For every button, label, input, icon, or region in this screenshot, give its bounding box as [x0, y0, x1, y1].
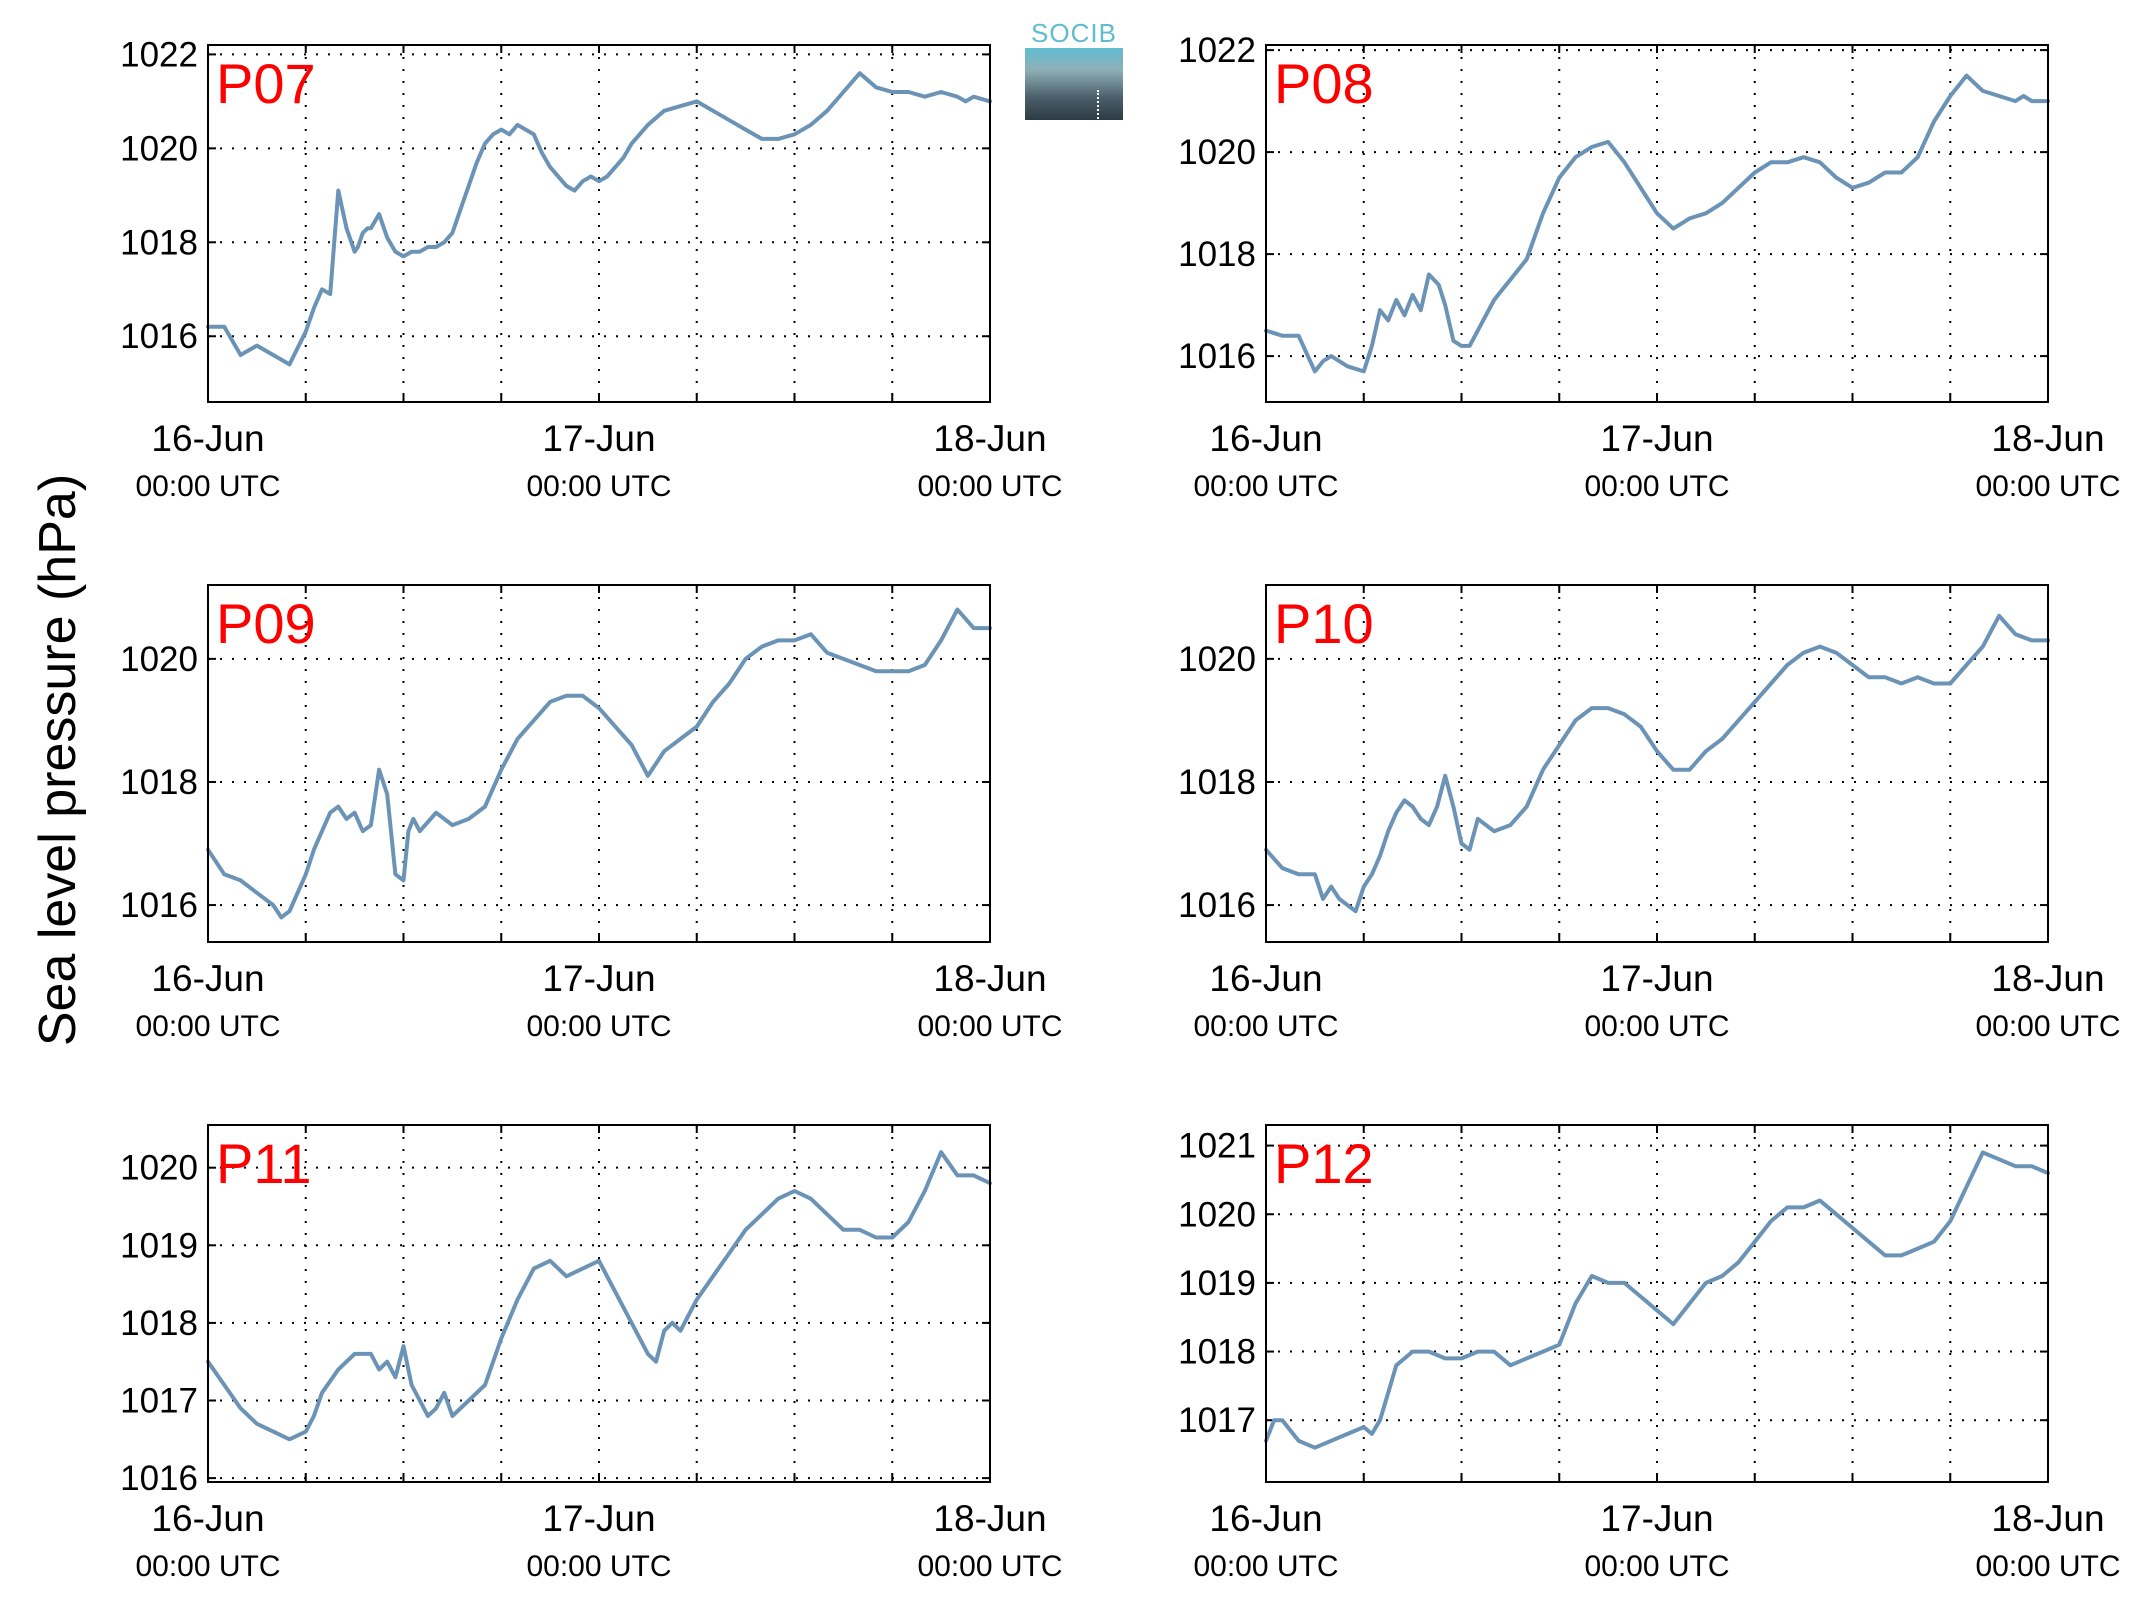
- panels: 1016 1018 1020 1022 16-Jun 00:00 UTC 17-Jun 00:…: [120, 31, 2120, 1583]
- y-tick-label: 1022: [1178, 31, 1256, 70]
- x-tick-label-date: 17-Jun: [542, 1498, 655, 1539]
- x-tick-label-time: 00:00 UTC: [917, 470, 1062, 503]
- x-tick-label-date: 17-Jun: [542, 418, 655, 459]
- x-tick-label-date: 16-Jun: [1209, 1498, 1322, 1539]
- y-tick-label: 1019: [1178, 1264, 1256, 1303]
- panel-p12: 1017 1018 1019 1020 1021 16-Jun 00:00 UTC 17-Ju…: [1178, 1124, 2121, 1583]
- x-tick-label-date: 18-Jun: [933, 1498, 1046, 1539]
- y-tick-label: 1020: [1178, 133, 1256, 172]
- y-tick-label: 1016: [1178, 886, 1256, 925]
- x-tick-label-time: 00:00 UTC: [1584, 470, 1729, 503]
- y-tick-label: 1016: [1178, 337, 1256, 376]
- y-tick-label: 1017: [120, 1382, 198, 1421]
- station-label: P10: [1274, 592, 1374, 655]
- logo-graphic: [1025, 48, 1123, 146]
- x-tick-label-time: 00:00 UTC: [135, 1010, 280, 1043]
- x-tick-label-time: 00:00 UTC: [135, 470, 280, 503]
- y-tick-label: 1016: [120, 1459, 198, 1498]
- x-tick-label-date: 16-Jun: [151, 418, 264, 459]
- y-tick-label: 1018: [1178, 763, 1256, 802]
- axes-frame: [1265, 1124, 2049, 1483]
- x-tick-label-date: 16-Jun: [151, 1498, 264, 1539]
- x-tick-label-time: 00:00 UTC: [1584, 1010, 1729, 1043]
- y-tick-label: 1018: [1178, 235, 1256, 274]
- y-tick-label: 1022: [120, 35, 198, 74]
- y-tick-label: 1021: [1178, 1127, 1256, 1166]
- x-tick-label-date: 18-Jun: [1991, 1498, 2104, 1539]
- x-tick-label-time: 00:00 UTC: [917, 1010, 1062, 1043]
- y-tick-label: 1018: [120, 1304, 198, 1343]
- y-tick-label: 1020: [120, 1149, 198, 1188]
- y-tick-label: 1017: [1178, 1401, 1256, 1440]
- logo-text: SOCIB: [1031, 18, 1117, 48]
- axes-frame: [207, 584, 991, 943]
- x-tick-label-time: 00:00 UTC: [526, 1010, 671, 1043]
- x-tick-label-date: 16-Jun: [1209, 958, 1322, 999]
- socib-logo: SOCIB: [1025, 18, 1123, 146]
- y-tick-label: 1018: [120, 763, 198, 802]
- x-tick-label-time: 00:00 UTC: [1193, 1010, 1338, 1043]
- station-label: P09: [216, 592, 316, 655]
- x-tick-label-date: 17-Jun: [1600, 958, 1713, 999]
- x-tick-label-time: 00:00 UTC: [1584, 1550, 1729, 1583]
- x-tick-label-time: 00:00 UTC: [917, 1550, 1062, 1583]
- series-line-p07: [206, 71, 992, 367]
- y-tick-label: 1018: [120, 223, 198, 262]
- panel-p10: 1016 1018 1020 16-Jun 00:00 UTC 17-Jun 00:00 U…: [1178, 584, 2121, 1043]
- panel-p11: 1016 1017 1018 1019 1020 16-Jun 00:00 UTC 17-Ju…: [120, 1124, 1063, 1583]
- logo-pole: [1097, 90, 1099, 146]
- y-tick-label: 1020: [120, 129, 198, 168]
- y-tick-label: 1018: [1178, 1333, 1256, 1372]
- panel-p08: 1016 1018 1020 1022 16-Jun 00:00 UTC 17-Jun 00:…: [1178, 31, 2120, 503]
- x-tick-label-date: 17-Jun: [542, 958, 655, 999]
- x-tick-label-date: 18-Jun: [933, 958, 1046, 999]
- y-tick-label: 1020: [1178, 640, 1256, 679]
- x-tick-label-date: 16-Jun: [1209, 418, 1322, 459]
- axes-frame: [1265, 584, 2049, 943]
- x-tick-label-time: 00:00 UTC: [526, 1550, 671, 1583]
- y-tick-label: 1020: [120, 640, 198, 679]
- station-label: P12: [1274, 1132, 1374, 1195]
- y-tick-label: 1016: [120, 317, 198, 356]
- series-line-p09: [206, 607, 992, 920]
- y-tick-label: 1016: [120, 886, 198, 925]
- x-tick-label-time: 00:00 UTC: [1975, 470, 2120, 503]
- x-tick-label-date: 16-Jun: [151, 958, 264, 999]
- x-tick-label-time: 00:00 UTC: [526, 470, 671, 503]
- panel-p09: 1016 1018 1020 16-Jun 00:00 UTC 17-Jun 00:00 U…: [120, 584, 1063, 1043]
- x-tick-label-date: 17-Jun: [1600, 1498, 1713, 1539]
- x-tick-label-date: 18-Jun: [933, 418, 1046, 459]
- axes-frame: [207, 1124, 991, 1483]
- series-line-p10: [1264, 613, 2050, 914]
- axes-frame: [1265, 44, 2049, 403]
- x-tick-label-date: 17-Jun: [1600, 418, 1713, 459]
- x-tick-label-time: 00:00 UTC: [135, 1550, 280, 1583]
- x-tick-label-time: 00:00 UTC: [1193, 1550, 1338, 1583]
- series-line-p11: [206, 1150, 992, 1442]
- station-label: P11: [216, 1132, 311, 1195]
- x-tick-label-date: 18-Jun: [1991, 418, 2104, 459]
- y-tick-label: 1020: [1178, 1195, 1256, 1234]
- x-tick-label-time: 00:00 UTC: [1193, 470, 1338, 503]
- y-axis-label: Sea level pressure (hPa): [29, 474, 87, 1046]
- y-tick-label: 1019: [120, 1226, 198, 1265]
- station-label: P08: [1274, 52, 1374, 115]
- axes-frame: [207, 44, 991, 403]
- x-tick-label-date: 18-Jun: [1991, 958, 2104, 999]
- x-tick-label-time: 00:00 UTC: [1975, 1550, 2120, 1583]
- station-label: P07: [216, 52, 316, 115]
- x-tick-label-time: 00:00 UTC: [1975, 1010, 2120, 1043]
- panel-p07: 1016 1018 1020 1022 16-Jun 00:00 UTC 17-Jun 00:…: [120, 35, 1062, 503]
- series-line-p12: [1264, 1150, 2050, 1450]
- series-line-p08: [1264, 73, 2050, 374]
